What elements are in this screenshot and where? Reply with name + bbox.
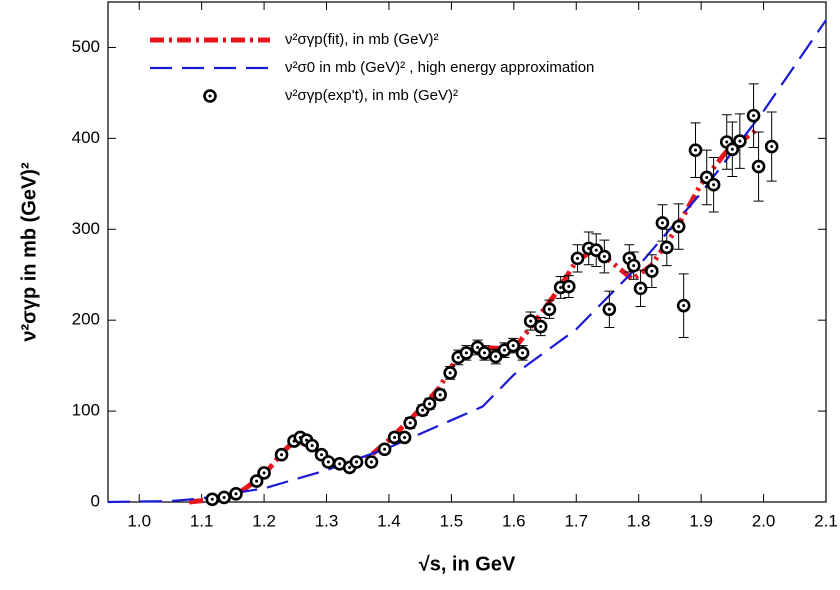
data-point-center xyxy=(438,393,442,397)
data-point-center xyxy=(456,355,460,359)
x-tick-label: 1.3 xyxy=(315,511,339,530)
data-point-center xyxy=(725,140,729,144)
data-point-center xyxy=(627,256,631,260)
data-point-center xyxy=(712,183,716,187)
data-point-center xyxy=(730,147,734,151)
x-tick-label: 1.4 xyxy=(377,511,401,530)
data-point-center xyxy=(338,462,342,466)
data-point-center xyxy=(567,285,571,289)
data-point-center xyxy=(660,221,664,225)
y-axis-label: ν²σγp in mb (GeV)² xyxy=(18,162,40,342)
data-point-center xyxy=(421,408,425,412)
data-point-center xyxy=(210,497,214,501)
data-point-center xyxy=(511,344,515,348)
data-point-center xyxy=(539,325,543,329)
data-point-center xyxy=(222,495,226,499)
data-point-center xyxy=(757,165,761,169)
x-tick-label: 1.7 xyxy=(564,511,588,530)
data-point-center xyxy=(494,355,498,359)
data-point-center xyxy=(738,139,742,143)
data-point-center xyxy=(326,460,330,464)
data-point-center xyxy=(262,471,266,475)
data-point-center xyxy=(464,351,468,355)
data-point-center xyxy=(403,435,407,439)
x-tick-label: 1.2 xyxy=(252,511,276,530)
data-point-center xyxy=(694,148,698,152)
x-tick-label: 1.6 xyxy=(502,511,526,530)
x-tick-label: 1.9 xyxy=(689,511,713,530)
data-point-center xyxy=(476,345,480,349)
data-point-center xyxy=(559,285,563,289)
data-point-center xyxy=(408,421,412,425)
data-point-center xyxy=(594,248,598,252)
y-tick-label: 500 xyxy=(72,37,100,56)
y-tick-label: 200 xyxy=(72,310,100,329)
x-tick-label: 1.1 xyxy=(190,511,214,530)
data-point-center xyxy=(354,460,358,464)
data-point-center xyxy=(752,114,756,118)
plot-frame xyxy=(107,1,827,503)
x-tick-label: 1.0 xyxy=(127,511,151,530)
data-point-center xyxy=(369,460,373,464)
data-point-center xyxy=(705,175,709,179)
x-axis-label: √s, in GeV xyxy=(419,553,516,575)
data-point-center xyxy=(677,225,681,229)
data-point-center xyxy=(348,465,352,469)
legend-label: ν²σγp(fit), in mb (GeV)² xyxy=(285,31,438,48)
data-point-center xyxy=(547,307,551,311)
data-point-center xyxy=(482,351,486,355)
data-point-center xyxy=(320,453,324,457)
data-point-center xyxy=(639,286,643,290)
data-point-center xyxy=(770,145,774,149)
data-point-center xyxy=(234,492,238,496)
data-point-center xyxy=(602,255,606,259)
y-tick-label: 0 xyxy=(91,491,100,510)
x-tick-label: 2.0 xyxy=(752,511,776,530)
data-point-center xyxy=(310,444,314,448)
x-tick-label: 1.5 xyxy=(440,511,464,530)
data-point-center xyxy=(521,351,525,355)
data-point-center xyxy=(448,371,452,375)
y-tick-label: 100 xyxy=(72,401,100,420)
data-point-center xyxy=(607,307,611,311)
data-point-center xyxy=(587,246,591,250)
data-point-center xyxy=(682,304,686,308)
y-tick-label: 300 xyxy=(72,219,100,238)
x-tick-label: 2.1 xyxy=(814,511,838,530)
legend-swatch xyxy=(208,94,212,98)
x-tick-label: 1.8 xyxy=(627,511,651,530)
data-point-center xyxy=(529,319,533,323)
legend-label: ν²σγp(exp't), in mb (GeV)² xyxy=(285,87,458,104)
data-point-center xyxy=(428,402,432,406)
y-tick-label: 400 xyxy=(72,128,100,147)
data-point-center xyxy=(393,435,397,439)
line xyxy=(188,127,759,505)
data-point-center xyxy=(383,447,387,451)
data-point-center xyxy=(255,479,259,483)
data-point-center xyxy=(502,348,506,352)
legend-label: ν²σ0 in mb (GeV)² , high energy approxim… xyxy=(285,59,594,76)
data-point-center xyxy=(280,453,284,457)
data-point-center xyxy=(650,269,654,273)
data-point-center xyxy=(632,264,636,268)
data-point-center xyxy=(576,256,580,260)
data-point-center xyxy=(665,245,669,249)
